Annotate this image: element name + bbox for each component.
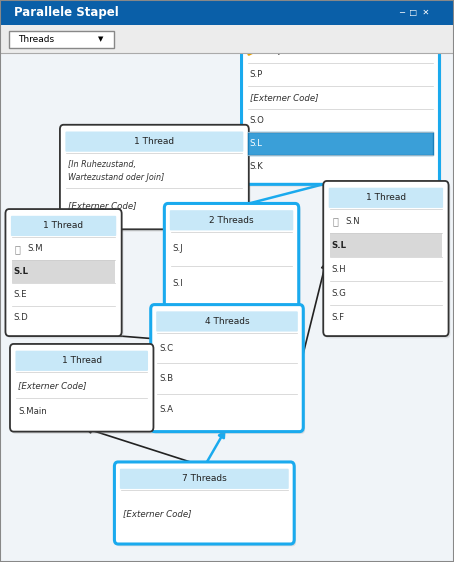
Text: 1 Thread: 1 Thread [321,25,360,34]
Text: Wartezustand oder Join]: Wartezustand oder Join] [68,173,164,182]
Text: S.O: S.O [250,116,265,125]
FancyBboxPatch shape [12,346,155,434]
Text: ─  □  ✕: ─ □ ✕ [400,8,430,17]
Text: [In Ruhezustand,: [In Ruhezustand, [68,160,136,169]
FancyBboxPatch shape [65,132,243,152]
FancyBboxPatch shape [5,209,122,336]
FancyBboxPatch shape [330,233,442,257]
FancyBboxPatch shape [0,0,454,25]
Text: [Externer Code]: [Externer Code] [18,380,87,390]
FancyBboxPatch shape [9,31,114,48]
Text: 1 Thread: 1 Thread [366,193,406,202]
FancyBboxPatch shape [11,216,116,236]
FancyBboxPatch shape [7,211,123,338]
Text: S.Main: S.Main [18,407,47,416]
FancyBboxPatch shape [62,127,251,232]
Text: S.E: S.E [14,290,27,300]
Text: [Externer Code]: [Externer Code] [123,509,191,518]
Text: 4 Threads: 4 Threads [205,317,249,326]
Text: Threads: Threads [18,35,54,44]
Text: S.P: S.P [250,70,263,79]
Text: S.N: S.N [345,216,360,225]
FancyBboxPatch shape [329,188,443,208]
Text: S.K: S.K [250,162,263,171]
FancyBboxPatch shape [10,344,153,432]
Text: S.J: S.J [173,244,183,253]
Text: 〜: 〜 [15,244,20,253]
Text: S.D: S.D [14,313,28,323]
Text: 2 Threads: 2 Threads [209,216,254,225]
Text: S.A: S.A [159,405,173,414]
Text: 〜: 〜 [332,216,338,226]
FancyBboxPatch shape [12,260,115,283]
FancyBboxPatch shape [153,307,305,434]
FancyBboxPatch shape [164,203,299,308]
FancyBboxPatch shape [116,464,296,546]
FancyBboxPatch shape [0,25,454,53]
Text: S.M: S.M [27,244,43,253]
Text: 1 Thread: 1 Thread [134,137,174,146]
Text: S.L: S.L [250,139,262,148]
FancyBboxPatch shape [248,132,433,155]
Text: S.G: S.G [331,289,346,298]
Text: ▼: ▼ [98,37,103,42]
FancyBboxPatch shape [0,53,454,562]
Text: [Externer Code]: [Externer Code] [250,93,318,102]
Text: S.I: S.I [173,279,183,288]
FancyBboxPatch shape [120,469,289,489]
Text: S.C: S.C [159,343,173,352]
FancyBboxPatch shape [156,311,298,332]
FancyBboxPatch shape [166,206,301,310]
Text: S.L: S.L [14,267,29,277]
FancyBboxPatch shape [15,351,148,371]
FancyBboxPatch shape [243,15,441,187]
FancyBboxPatch shape [151,305,303,432]
FancyBboxPatch shape [247,19,434,39]
Text: 1 Thread: 1 Thread [62,356,102,365]
Text: S.H: S.H [331,265,346,274]
FancyBboxPatch shape [325,183,450,338]
FancyBboxPatch shape [60,125,249,229]
FancyBboxPatch shape [170,210,293,230]
FancyBboxPatch shape [114,462,294,544]
FancyBboxPatch shape [242,12,439,184]
Text: Parallele Stapel: Parallele Stapel [14,6,118,19]
Text: 7 Threads: 7 Threads [182,474,227,483]
Text: [Externer Code]: [Externer Code] [68,201,137,210]
FancyBboxPatch shape [323,181,449,336]
Text: S.Q: S.Q [266,47,281,56]
Text: S.L: S.L [331,241,346,250]
Text: S.F: S.F [331,313,345,322]
Text: S.B: S.B [159,374,173,383]
Text: 1 Thread: 1 Thread [44,221,84,230]
